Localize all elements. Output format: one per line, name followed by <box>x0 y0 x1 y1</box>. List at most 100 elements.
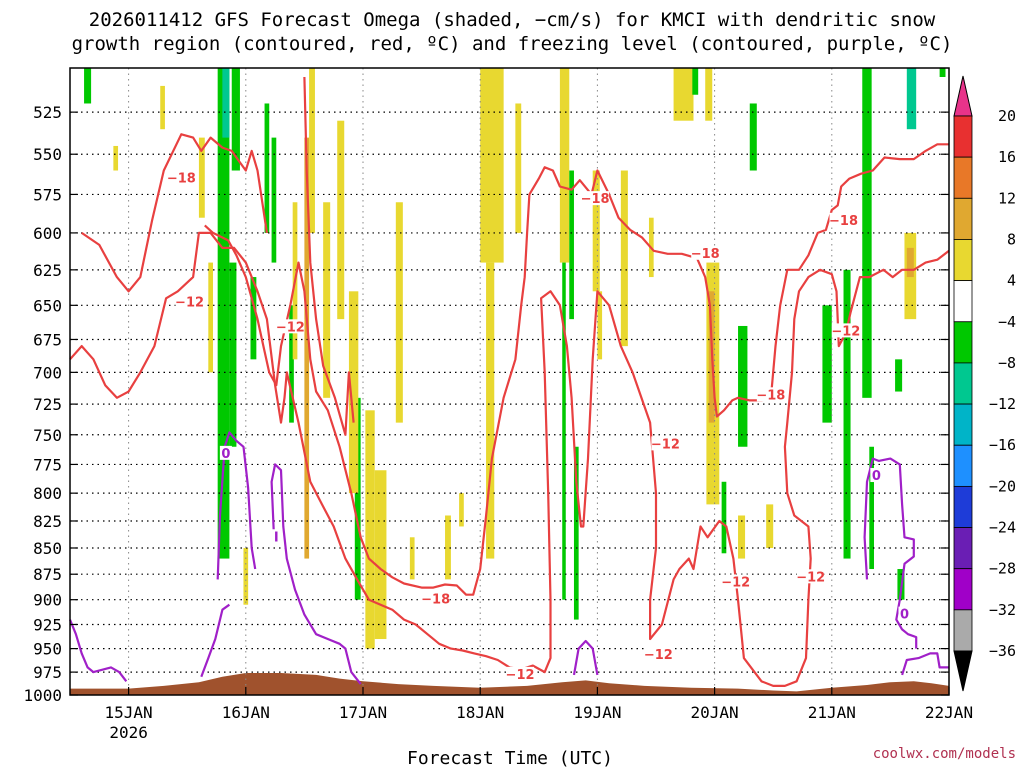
contour-label-3: −18 <box>421 593 450 608</box>
contour-labels: −18 −12 −12 −18 −12 −18 −12 −12 −18 −12 −18 −12 −18 −… <box>167 170 911 683</box>
y-tick-label-925: 925 <box>33 615 62 634</box>
y-tick-label-825: 825 <box>33 512 62 531</box>
contour-line-2 <box>204 143 949 596</box>
y-tick-label-625: 625 <box>33 261 62 280</box>
contour-label-0: −18 <box>167 172 196 187</box>
contour-label-12: −18 <box>829 214 858 229</box>
colorbar-swatch-8 <box>953 403 973 446</box>
chart-title-line-2: growth region (contoured, red, ºC) and f… <box>72 33 953 55</box>
omega-cell-54 <box>906 68 917 130</box>
contour-label-1: −12 <box>175 296 204 311</box>
colorbar: 20 16 12 8 4 −4 −8 −12 −16 −20 −24 −28 −32 −36 <box>953 75 1016 692</box>
omega-cell-36 <box>620 170 628 347</box>
colorbar-swatch-6 <box>953 321 973 364</box>
colorbar-swatch-3 <box>953 197 973 240</box>
omega-cell-4 <box>208 262 213 373</box>
omega-cell-48 <box>822 305 832 423</box>
omega-cell-5 <box>217 68 230 559</box>
colorbar-label-1: 16 <box>998 148 1016 166</box>
x-tick-label-4: 19JAN <box>573 703 621 722</box>
y-tick-label-850: 850 <box>33 539 62 558</box>
x-axis-title: Forecast Time (UTC) <box>407 748 613 768</box>
omega-cell-1 <box>113 145 119 171</box>
omega-cell-17 <box>323 202 331 398</box>
contour-label-16: 0 <box>900 608 909 623</box>
colorbar-label-4: 4 <box>1007 272 1016 290</box>
omega-cell-24 <box>409 537 415 580</box>
omega-cell-20 <box>348 291 359 494</box>
omega-cell-16 <box>309 68 315 233</box>
colorbar-label-5: −4 <box>998 313 1016 331</box>
y-tick-label-550: 550 <box>33 145 62 164</box>
omega-cell-34 <box>592 170 600 292</box>
colorbar-label-10: −24 <box>989 519 1016 537</box>
x-tick-label-0: 15JAN <box>105 703 153 722</box>
omega-cell-15 <box>304 137 310 559</box>
contour-line-7 <box>270 463 362 685</box>
omega-cell-43 <box>721 481 727 554</box>
colorbar-label-2: 12 <box>998 189 1016 207</box>
y-tick-label-775: 775 <box>33 455 62 474</box>
omega-cell-49 <box>843 269 851 559</box>
contour-label-9: −12 <box>721 575 750 590</box>
contour-label-bg-13 <box>831 323 860 338</box>
contour-label-bg-12 <box>829 212 858 227</box>
contour-label-bg-5 <box>581 191 610 206</box>
omega-cell-45 <box>738 515 746 559</box>
colorbar-label-0: 20 <box>998 107 1016 125</box>
y-tick-label-700: 700 <box>33 363 62 382</box>
omega-cell-47 <box>766 504 774 548</box>
omega-cell-44 <box>738 325 748 447</box>
y-tick-label-575: 575 <box>33 185 62 204</box>
contour-line-10 <box>901 652 949 676</box>
omega-cell-2 <box>160 85 165 130</box>
contour-label-bg-1 <box>175 294 204 309</box>
contour-label-bg-9 <box>721 574 750 589</box>
contour-label-bg-7 <box>644 647 673 662</box>
contour-label-bg-3 <box>421 591 450 606</box>
contour-label-bg-0 <box>167 170 196 185</box>
x-tick-label-1: 16JAN <box>222 703 270 722</box>
credit-text: coolwx.com/models <box>873 746 1016 762</box>
omega-cell-57 <box>939 68 946 78</box>
colorbar-label-6: −8 <box>998 354 1016 372</box>
contour-line-5 <box>200 603 231 678</box>
omega-cell-6 <box>222 68 230 138</box>
omega-cell-40 <box>705 68 713 121</box>
omega-cell-3 <box>198 137 205 218</box>
omega-cell-13 <box>289 305 294 423</box>
contour-label-4: −12 <box>506 668 535 683</box>
y-tick-label-875: 875 <box>33 565 62 584</box>
contour-label-bg-2 <box>276 319 305 334</box>
y-tick-label-675: 675 <box>33 330 62 349</box>
omega-cell-31 <box>562 262 566 600</box>
contour-label-15: 0 <box>872 469 881 484</box>
omega-cell-39 <box>692 68 699 95</box>
contour-label-bg-6 <box>651 436 680 451</box>
colorbar-swatch-2 <box>953 156 973 199</box>
x-tick-label-6: 21JAN <box>808 703 856 722</box>
omega-cell-50 <box>862 68 872 398</box>
contour-label-bg-15 <box>870 468 883 483</box>
omega-cell-26 <box>459 493 464 527</box>
omega-cell-21 <box>365 410 375 649</box>
contour-label-7: −12 <box>644 648 673 663</box>
omega-cell-33 <box>573 446 579 620</box>
chart-title-line-1: 2026011412 GFS Forecast Omega (shaded, −… <box>89 9 936 31</box>
x-tick-label-3: 18JAN <box>456 703 504 722</box>
y-tick-label-1000: 1000 <box>23 686 62 705</box>
omega-cell-7 <box>231 68 240 171</box>
contour-label-bg-17 <box>270 529 283 544</box>
colorbar-swatch-11 <box>953 527 973 570</box>
omega-cell-52 <box>895 359 903 392</box>
colorbar-label-13: −36 <box>989 642 1016 660</box>
contour-line-0 <box>81 133 268 293</box>
contour-label-8: −18 <box>691 247 720 262</box>
omega-cell-12 <box>271 137 277 263</box>
y-tick-label-900: 900 <box>33 591 62 610</box>
contour-label-6: −12 <box>651 437 680 452</box>
colorbar-label-8: −16 <box>989 436 1016 454</box>
y-tick-label-950: 950 <box>33 640 62 659</box>
y-tick-label-725: 725 <box>33 395 62 414</box>
